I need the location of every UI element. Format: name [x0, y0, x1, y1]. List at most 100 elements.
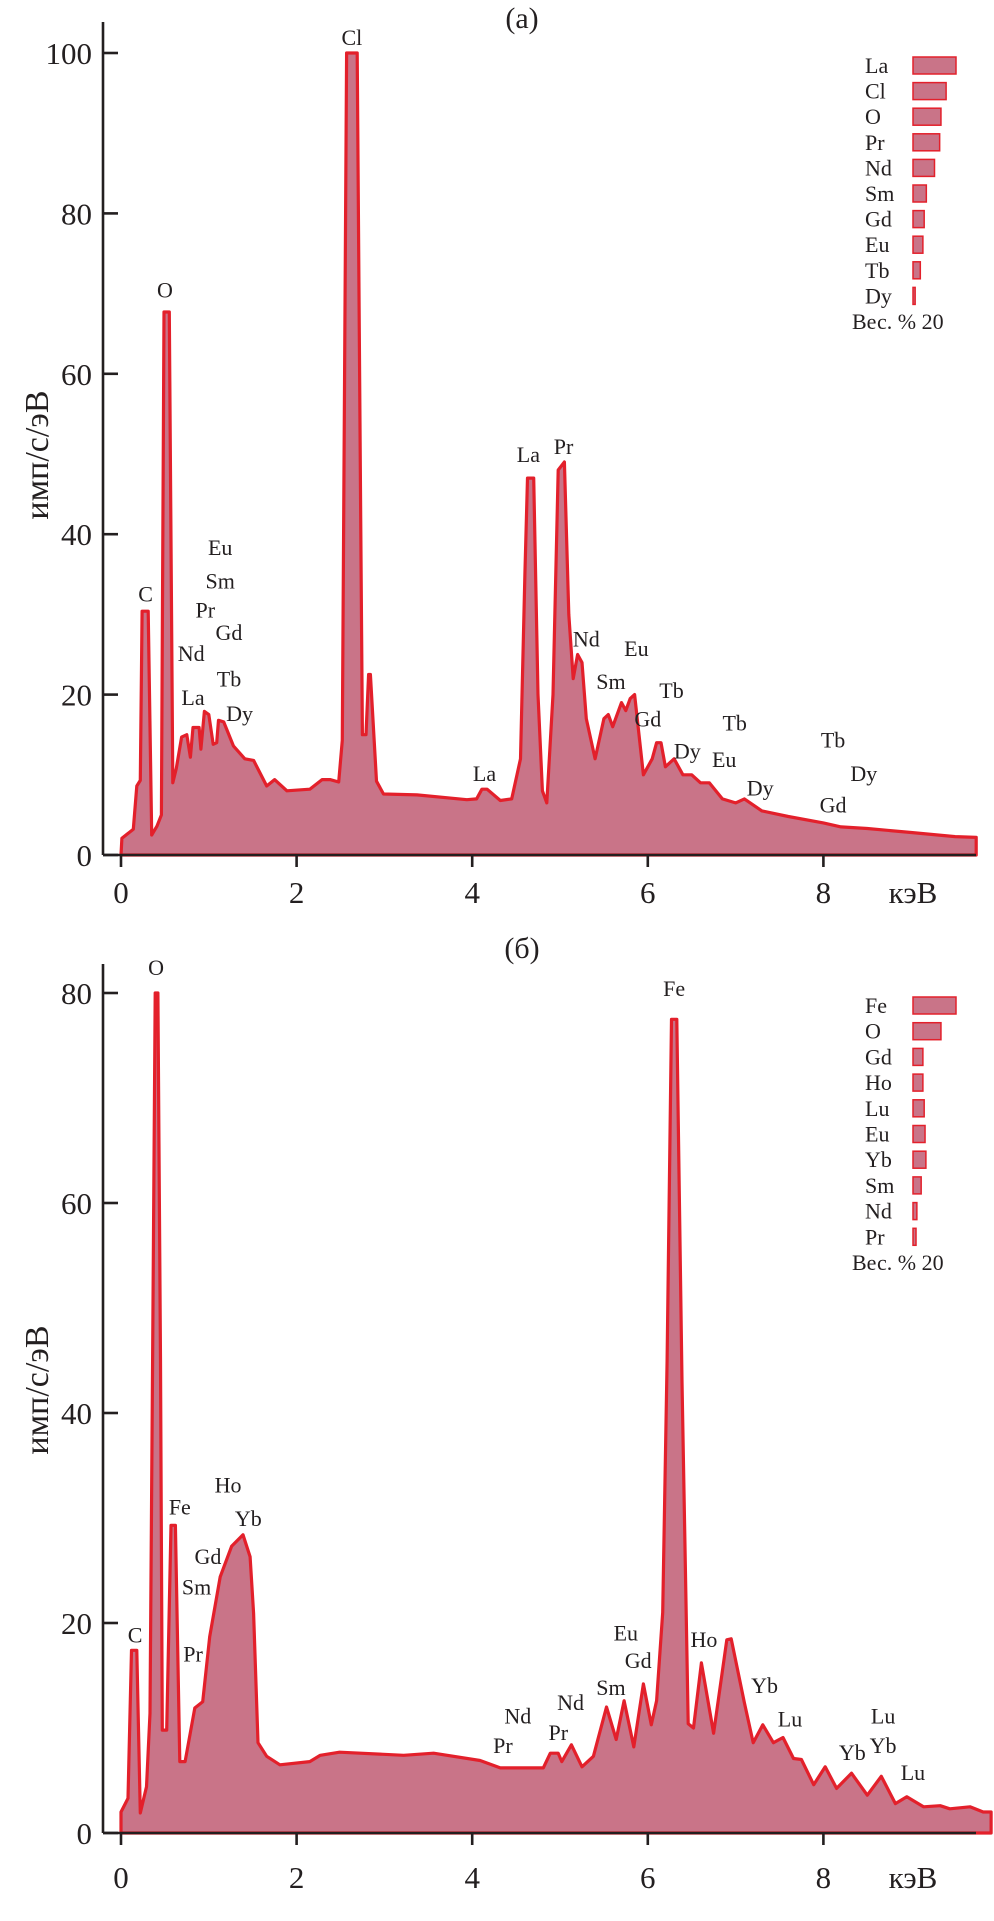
peak-label: Eu	[208, 535, 232, 560]
peak-label: O	[157, 278, 173, 303]
legend-bar	[912, 235, 924, 254]
peak-label: Tb	[722, 711, 746, 736]
legend-bar	[912, 996, 957, 1015]
x-tick-label: 2	[289, 875, 305, 910]
peak-label: Tb	[217, 667, 241, 692]
legend-bar	[912, 209, 925, 229]
x-tick-label: 4	[464, 1860, 480, 1895]
legend-bar	[912, 56, 957, 75]
peak-label: Eu	[712, 747, 736, 772]
peak-label: Yb	[751, 1673, 778, 1698]
legend-label: Lu	[865, 1096, 889, 1121]
legend-bar	[912, 1150, 927, 1169]
spectrum-area	[119, 51, 978, 857]
y-tick-label: 40	[61, 517, 92, 552]
peak-label: Eu	[614, 1620, 638, 1645]
peak-label: Lu	[871, 1703, 895, 1728]
legend-label: O	[865, 104, 881, 129]
legend-label: Dy	[865, 283, 892, 308]
y-axis-label: имп/с/эВ	[19, 390, 56, 519]
peak-label: Yb	[839, 1740, 866, 1765]
x-tick-label: 4	[464, 875, 480, 910]
x-tick-label: 0	[113, 1860, 129, 1895]
x-tick-label: 8	[816, 875, 832, 910]
peak-label: Yb	[235, 1506, 262, 1531]
y-tick-label: 80	[61, 196, 92, 231]
x-tick-label: 6	[640, 875, 656, 910]
peak-label: Pr	[183, 1641, 203, 1666]
peak-label: Lu	[778, 1707, 802, 1732]
legend-bar	[912, 133, 941, 152]
peak-label: La	[473, 761, 496, 786]
panel-title: (a)	[505, 2, 538, 35]
legend-label: Yb	[865, 1147, 892, 1172]
legend-label: Gd	[865, 1044, 892, 1069]
legend-bar	[912, 1201, 918, 1221]
peak-label: Dy	[850, 761, 877, 786]
peak-label: Dy	[226, 701, 253, 726]
peak-label: Pr	[548, 1720, 568, 1745]
legend-label: Ho	[865, 1070, 892, 1095]
peak-label: Gd	[634, 707, 661, 732]
peak-label: Ho	[691, 1627, 718, 1652]
legend-label: Eu	[865, 1122, 889, 1147]
legend-label: Gd	[865, 207, 892, 232]
peak-label: Tb	[659, 678, 683, 703]
peak-label: La	[517, 442, 540, 467]
legend-bar	[912, 1176, 922, 1195]
peak-label: Nd	[557, 1690, 584, 1715]
peak-label: Gd	[820, 792, 847, 817]
y-tick-label: 60	[61, 357, 92, 392]
peak-label: Fe	[169, 1494, 191, 1519]
peak-label: Gd	[625, 1648, 652, 1673]
peak-label: Sm	[182, 1574, 211, 1599]
legend-scale-label: Вес. % 20	[852, 309, 944, 334]
legend-bar	[912, 184, 928, 203]
y-axis-label: имп/с/эВ	[19, 1325, 56, 1454]
peak-label: Lu	[901, 1760, 925, 1785]
y-tick-label: 0	[77, 1816, 93, 1851]
legend-bar	[912, 1227, 917, 1247]
peak-label: Gd	[216, 620, 243, 645]
peak-label: Nd	[573, 626, 600, 651]
spectrum-area	[119, 991, 993, 1835]
legend-bar	[912, 158, 936, 178]
peak-label: Cl	[342, 25, 363, 50]
peak-label: Pr	[493, 1733, 513, 1758]
peak-label: Fe	[663, 976, 685, 1001]
x-tick-label: 6	[640, 1860, 656, 1895]
legend-bar	[912, 1073, 924, 1092]
y-tick-label: 40	[61, 1396, 92, 1431]
y-tick-label: 60	[61, 1186, 92, 1221]
y-tick-label: 0	[77, 838, 93, 873]
legend-label: Sm	[865, 181, 894, 206]
x-axis-label: кэВ	[889, 1860, 938, 1895]
legend-label: Fe	[865, 993, 887, 1018]
peak-label: C	[138, 582, 153, 607]
peak-label: La	[181, 685, 204, 710]
x-tick-label: 2	[289, 1860, 305, 1895]
y-tick-label: 80	[61, 976, 92, 1011]
legend-bar	[912, 1124, 926, 1144]
peak-label: Dy	[674, 739, 701, 764]
legend-bar	[912, 1099, 925, 1118]
legend-bar	[912, 81, 947, 101]
legend-label: Pr	[865, 1224, 885, 1249]
peak-label: Eu	[624, 636, 648, 661]
panel-title: (б)	[504, 932, 539, 965]
x-axis-label: кэВ	[889, 875, 938, 910]
legend-label: Cl	[865, 79, 886, 104]
legend-label: Tb	[865, 258, 889, 283]
peak-label: Sm	[206, 569, 235, 594]
x-tick-label: 0	[113, 875, 129, 910]
peak-label: Gd	[194, 1544, 221, 1569]
legend-label: La	[865, 53, 888, 78]
y-tick-label: 20	[61, 678, 92, 713]
legend-bar	[912, 261, 922, 280]
peak-label: Pr	[554, 434, 574, 459]
legend-label: O	[865, 1019, 881, 1044]
peak-label: Sm	[596, 1675, 625, 1700]
